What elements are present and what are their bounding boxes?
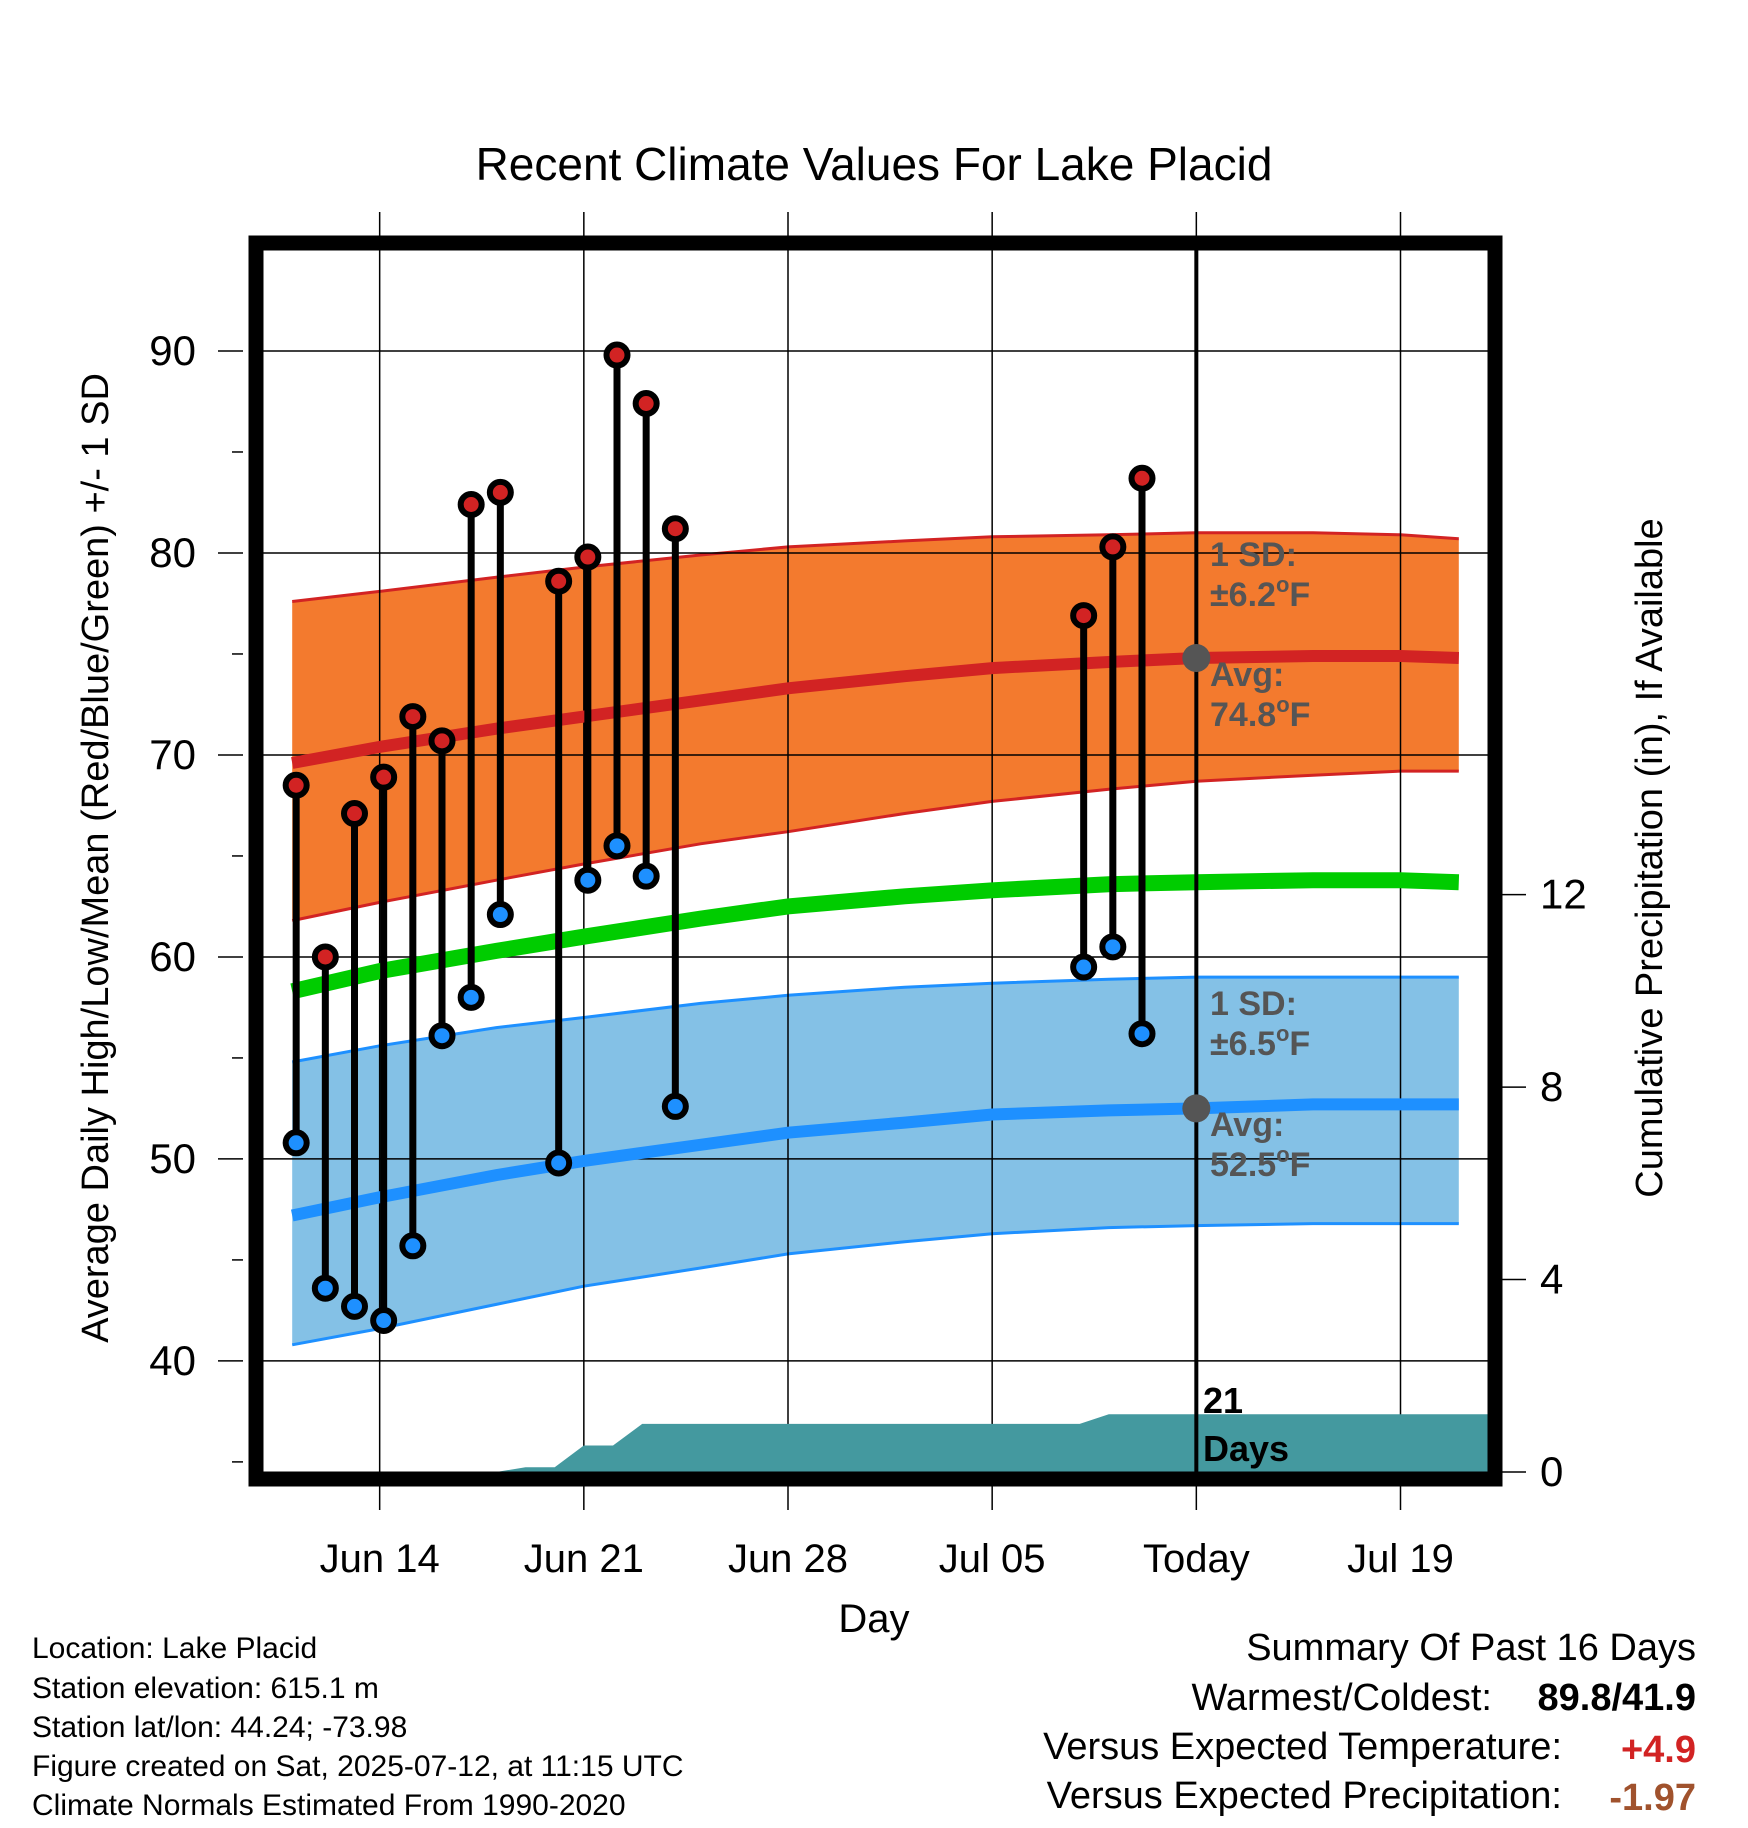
observed-high-point	[661, 515, 689, 543]
observed-high-point	[632, 390, 660, 418]
x-tick-label: Jul 05	[939, 1537, 1046, 1581]
summary-panel: Summary Of Past 16 Days Warmest/Coldest:…	[1043, 1627, 1696, 1819]
observed-high-point	[282, 771, 310, 799]
y-axis-label: Average Daily High/Low/Mean (Red/Blue/Gr…	[75, 373, 117, 1343]
station-latlon: Station lat/lon: 44.24; -73.98	[32, 1711, 407, 1744]
y-tick-label: 40	[149, 1337, 196, 1384]
high-avg-value: 74.8oF	[1210, 692, 1310, 734]
y-tick-label: 90	[149, 327, 196, 374]
y-tick-label: 70	[149, 731, 196, 778]
observed-low-point	[341, 1292, 368, 1320]
summary-precip-value: -1.97	[1609, 1777, 1696, 1819]
observed-high-point	[603, 341, 631, 369]
station-info: Location: Lake Placid Station elevation:…	[32, 1632, 684, 1822]
observed-low-point	[399, 1232, 427, 1260]
high-mean-line	[291, 650, 1460, 769]
summary-temp-value: +4.9	[1621, 1729, 1696, 1771]
observed-high-point	[1128, 464, 1156, 492]
observed-high-point	[311, 943, 339, 971]
low-sd-value: ±6.5oF	[1210, 1021, 1310, 1063]
observed-low-point	[370, 1307, 398, 1335]
observed-low-point	[632, 862, 660, 890]
x-tick-label: Jun 14	[320, 1537, 440, 1581]
observed-high-point	[457, 490, 485, 518]
summary-heading: Summary Of Past 16 Days	[1246, 1627, 1696, 1669]
summary-warmest-label: Warmest/Coldest:	[1191, 1677, 1492, 1719]
station-location: Location: Lake Placid	[32, 1632, 317, 1665]
days-label: Days	[1203, 1428, 1289, 1469]
high-sd-value: ±6.2oF	[1210, 572, 1310, 614]
x-axis-label: Day	[838, 1597, 909, 1641]
low-mean-line	[290, 1098, 1459, 1222]
y2-tick-label: 12	[1540, 871, 1587, 918]
observed-low-point	[457, 983, 485, 1011]
observed-high-point	[370, 763, 398, 791]
x-tick-label: Jul 19	[1347, 1537, 1454, 1581]
low-sd-label: 1 SD:	[1210, 985, 1297, 1023]
observed-values	[282, 341, 1156, 1335]
observed-low-point	[603, 832, 631, 860]
high-avg-label: Avg:	[1210, 656, 1284, 694]
high-annotations: 1 SD: ±6.2oF Avg: 74.8oF	[1210, 536, 1310, 734]
observed-low-point	[428, 1022, 456, 1050]
observed-high-point	[545, 567, 573, 595]
observed-low-point	[1099, 933, 1127, 961]
observed-low-point	[545, 1149, 573, 1177]
days-count: 21	[1203, 1380, 1243, 1421]
daily-mean-line	[290, 872, 1460, 1000]
summary-temp-label: Versus Expected Temperature:	[1043, 1726, 1562, 1768]
days-annotation: 21 Days	[1203, 1380, 1289, 1469]
climate-normals-note: Climate Normals Estimated From 1990-2020	[32, 1789, 626, 1822]
observed-high-point	[341, 800, 368, 828]
observed-low-point	[1128, 1020, 1156, 1048]
y2-tick-label: 0	[1540, 1448, 1563, 1495]
normal-mean-lines	[290, 650, 1460, 1222]
y2-tick-label: 8	[1540, 1063, 1563, 1110]
summary-warmest-value: 89.8/41.9	[1538, 1677, 1696, 1719]
observed-high-point	[1099, 533, 1127, 561]
low-sd-lower-edge	[291, 1222, 1459, 1347]
precip-area	[263, 1414, 1488, 1472]
observed-low-point	[574, 866, 602, 894]
today-low-normal-marker	[1182, 1094, 1211, 1123]
observed-high-point	[486, 478, 514, 506]
observed-high-point	[428, 727, 456, 755]
observed-low-point	[661, 1092, 689, 1120]
chart-title: Recent Climate Values For Lake Placid	[476, 138, 1273, 190]
low-sd-upper-edge	[291, 975, 1459, 1064]
low-avg-label: Avg:	[1210, 1106, 1284, 1144]
y2-axis-label: Cumulative Precipitation (in), If Availa…	[1629, 518, 1671, 1197]
y-tick-label: 60	[149, 933, 196, 980]
observed-high-point	[1070, 602, 1098, 630]
x-tick-label: Today	[1143, 1537, 1250, 1581]
axes: 40 50 60 70 80 90 0 4 8 12 Jun 14 Jun 21 Jun 28 Jul 0…	[149, 212, 1587, 1581]
observed-low-point	[486, 901, 514, 929]
x-tick-label: Jun 28	[728, 1537, 848, 1581]
observed-low-point	[1070, 953, 1098, 981]
observed-low-point	[311, 1274, 339, 1302]
low-annotations: 1 SD: ±6.5oF Avg: 52.5oF	[1210, 985, 1310, 1184]
x-tick-label: Jun 21	[524, 1537, 644, 1581]
y-tick-label: 50	[149, 1135, 196, 1182]
observed-high-point	[399, 703, 427, 731]
observed-low-point	[282, 1129, 310, 1157]
plot-frame	[248, 235, 1503, 1487]
today-high-normal-marker	[1182, 644, 1211, 673]
today-normal-markers	[1182, 644, 1211, 1123]
high-sd-label: 1 SD:	[1210, 536, 1297, 574]
figure-created: Figure created on Sat, 2025-07-12, at 11…	[32, 1750, 684, 1783]
precipitation-layer	[263, 1414, 1488, 1472]
summary-precip-label: Versus Expected Precipitation:	[1047, 1775, 1562, 1817]
low-avg-value: 52.5oF	[1210, 1142, 1310, 1184]
high-sd-lower-edge	[291, 769, 1459, 923]
y-tick-label: 80	[149, 529, 196, 576]
observed-high-point	[574, 543, 602, 571]
station-elevation: Station elevation: 615.1 m	[32, 1672, 379, 1705]
high-sd-upper-edge	[292, 531, 1459, 603]
y2-tick-label: 4	[1540, 1256, 1563, 1303]
